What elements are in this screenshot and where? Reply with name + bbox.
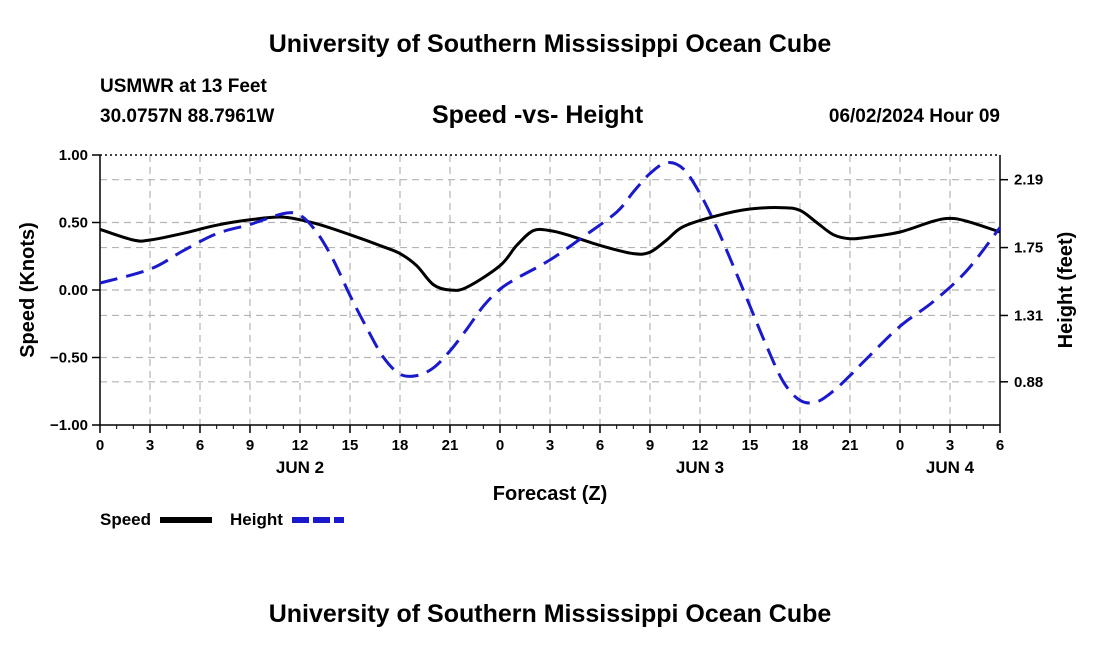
y-tick-label: −1.00 [50,417,88,434]
day-label: JUN 4 [926,458,975,477]
station-coordinates: 30.0757N 88.7961W [100,106,275,127]
footer-title: University of Southern Mississippi Ocean… [268,600,832,628]
x-tick-label: 21 [442,437,459,454]
page-title: University of Southern Mississippi Ocean… [268,30,832,58]
x-tick-label: 9 [246,437,254,454]
x-tick-label: 15 [742,437,759,454]
day-label: JUN 3 [676,458,724,477]
x-tick-label: 3 [546,437,554,454]
x-tick-label: 18 [392,437,409,454]
x-tick-label: 21 [842,437,859,454]
day-label: JUN 2 [276,458,324,477]
y-tick-label: −0.50 [50,350,88,367]
x-tick-label: 0 [496,437,504,454]
x-axis-title: Forecast (Z) [493,483,607,505]
x-tick-label: 6 [596,437,604,454]
x-tick-label: 18 [792,437,809,454]
speed-series-line [99,206,1001,292]
forecast-datestamp: 06/02/2024 Hour 09 [828,106,1000,127]
y2-tick-label: 1.75 [1014,240,1043,257]
x-tick-label: 9 [646,437,654,454]
chart-title: Speed -vs- Height [432,101,644,129]
x-tick-label: 6 [996,437,1004,454]
y-axis-title: Speed (Knots) [17,222,39,358]
station-label: USMWR at 13 Feet [100,76,267,97]
y2-tick-label: 1.31 [1014,307,1043,324]
y-tick-label: 0.50 [59,215,88,232]
y2-tick-label: 2.19 [1014,172,1043,189]
y-tick-label: 0.00 [59,282,88,299]
y-tick-label: 1.00 [59,147,88,164]
legend-height-label: Height [230,510,283,529]
height-series-line [99,161,1002,405]
x-tick-label: 6 [196,437,204,454]
x-tick-label: 15 [342,437,359,454]
x-tick-label: 0 [96,437,104,454]
x-tick-label: 3 [146,437,154,454]
legend-speed-label: Speed [100,510,151,529]
x-tick-label: 12 [292,437,309,454]
y2-axis-title: Height (feet) [1055,232,1077,349]
x-tick-label: 3 [946,437,954,454]
x-tick-label: 0 [896,437,904,454]
y2-tick-label: 0.88 [1014,374,1043,391]
x-tick-label: 12 [692,437,709,454]
